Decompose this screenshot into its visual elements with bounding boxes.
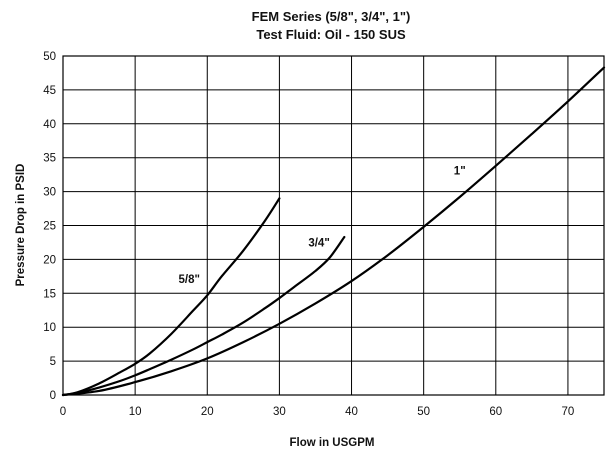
x-tick-label: 0 [60, 406, 66, 418]
y-tick-label: 15 [43, 288, 56, 300]
series-line-2 [61, 66, 606, 397]
y-tick-label: 0 [50, 390, 56, 402]
tick-labels: 0 10 20 30 40 50 60 70 0 5 10 15 20 25 30 35 40 45 50 [43, 51, 574, 418]
x-tick-label: 50 [417, 406, 430, 418]
y-tick-label: 30 [43, 187, 56, 199]
x-tick-label: 20 [201, 406, 214, 418]
x-tick-label: 70 [562, 406, 575, 418]
y-tick-label: 50 [43, 51, 56, 63]
series-labels: 5/8" 3/4" 1" [179, 166, 466, 286]
y-axis-label: Pressure Drop in PSID [15, 164, 27, 287]
x-tick-label: 40 [345, 406, 358, 418]
y-tick-label: 25 [43, 221, 56, 233]
grid [62, 55, 604, 396]
x-tick-label: 10 [129, 406, 142, 418]
series-lines [61, 66, 606, 397]
chart-title: FEM Series (5/8", 3/4", 1") [252, 9, 411, 24]
x-axis-label: Flow in USGPM [290, 437, 375, 449]
series-line-1 [61, 235, 346, 397]
series-label-1: 3/4" [308, 238, 329, 250]
plot-frame [62, 55, 605, 396]
y-tick-label: 35 [43, 153, 56, 165]
chart-subtitle: Test Fluid: Oil - 150 SUS [256, 27, 406, 42]
series-label-2: 1" [454, 166, 466, 178]
series-label-0: 5/8" [179, 274, 200, 286]
series-line-0 [61, 197, 281, 397]
y-tick-label: 40 [43, 119, 56, 131]
y-tick-label: 45 [43, 85, 56, 97]
y-tick-label: 10 [43, 322, 56, 334]
x-tick-label: 60 [489, 406, 502, 418]
x-tick-label: 30 [273, 406, 286, 418]
y-tick-label: 5 [50, 356, 56, 368]
y-tick-label: 20 [43, 254, 56, 266]
